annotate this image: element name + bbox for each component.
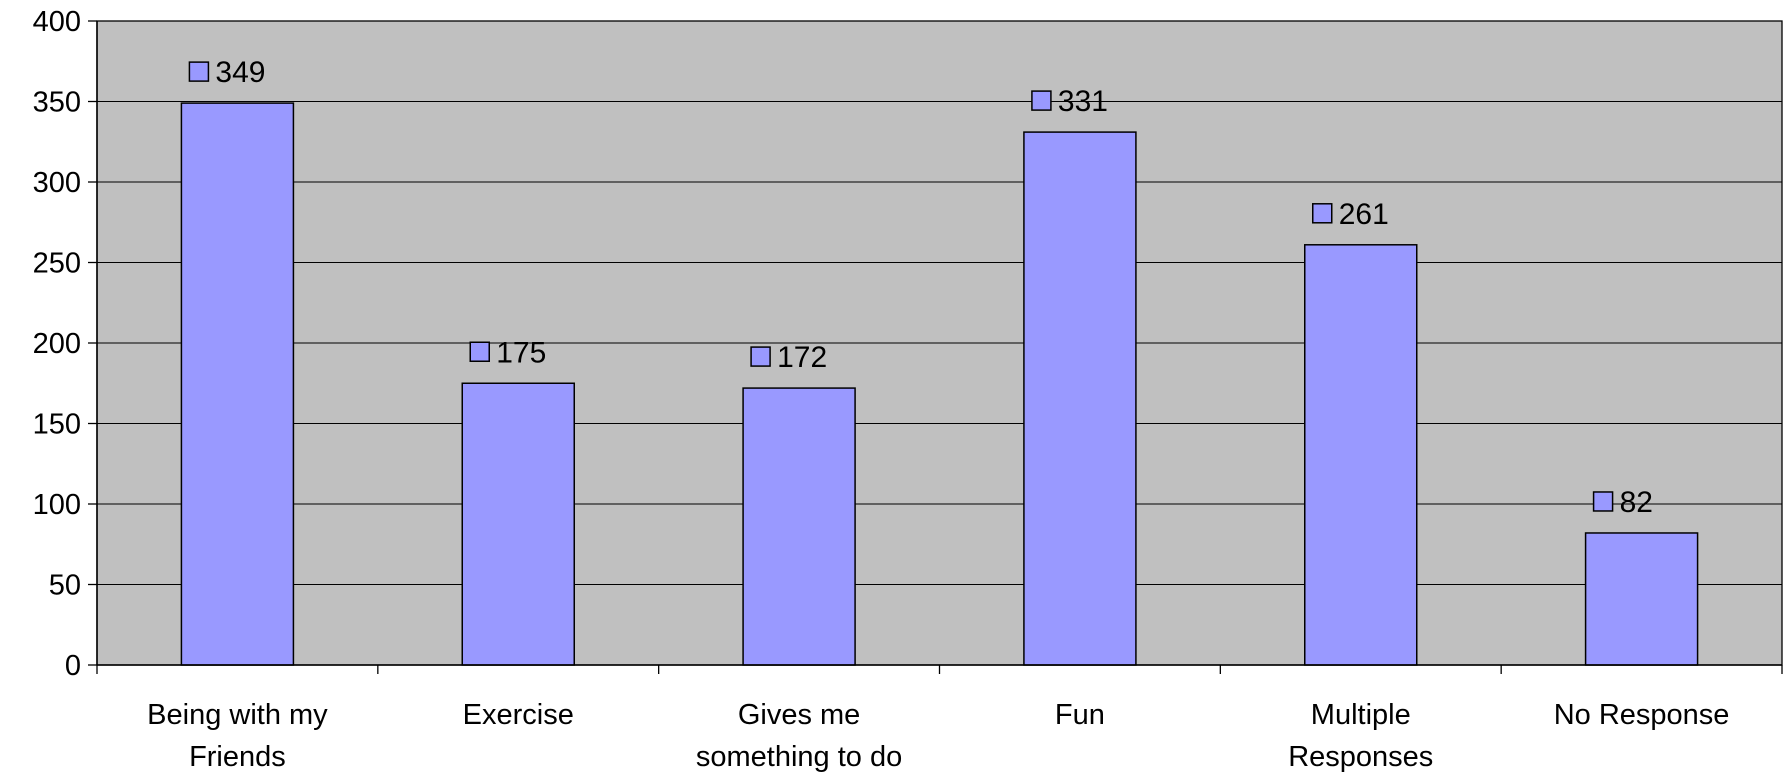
y-tick-label: 50 [49, 570, 81, 602]
data-label-marker [750, 346, 771, 367]
y-tick-label: 350 [33, 87, 81, 119]
x-category-label-line: Being with my [147, 699, 328, 731]
data-label: 172 [777, 341, 827, 374]
x-category-label: Fun [1055, 699, 1105, 731]
x-category-label-line: No Response [1554, 699, 1730, 731]
bar [1023, 131, 1137, 666]
data-label: 82 [1620, 486, 1653, 519]
x-category-label-line: Multiple [1311, 699, 1411, 731]
y-tick-label: 400 [33, 6, 81, 38]
data-label-marker [188, 61, 210, 82]
bar [742, 387, 856, 666]
x-category-label-line: Fun [1055, 699, 1105, 731]
bar [1304, 244, 1418, 666]
data-label-marker [469, 341, 490, 362]
data-label: 331 [1058, 85, 1108, 118]
x-category-label: Exercise [463, 699, 574, 731]
x-category-label-line: Gives me [738, 699, 860, 731]
x-category-label: No Response [1554, 699, 1730, 731]
bar [461, 382, 575, 666]
y-tick-label: 300 [33, 167, 81, 199]
x-category-label-line: Friends [189, 741, 286, 773]
axes-layer [88, 20, 1783, 674]
bar [180, 102, 295, 666]
bar [1584, 532, 1699, 666]
y-tick-label: 200 [33, 328, 81, 360]
data-label-marker [1592, 491, 1614, 512]
data-label-marker [1031, 90, 1052, 111]
y-tick-label: 150 [33, 409, 81, 441]
data-label: 349 [215, 56, 265, 89]
y-tick-label: 100 [33, 489, 81, 521]
bars-layer [180, 102, 1699, 666]
data-label-marker [1312, 203, 1333, 224]
x-category-label: Multiple Responses [1288, 699, 1433, 773]
x-category-label-line: Responses [1288, 741, 1433, 773]
x-category-label: Being with my Friends [147, 699, 328, 773]
data-label: 261 [1339, 198, 1389, 231]
x-category-label-line: Exercise [463, 699, 574, 731]
labels-layer: 0 50 100 150 200 250 300 350 400 349 Being with my… [33, 6, 1730, 773]
y-tick-label: 0 [65, 650, 81, 682]
data-label: 175 [496, 336, 546, 369]
gridlines-layer [97, 101, 1782, 585]
y-tick-label: 250 [33, 248, 81, 280]
x-category-label: Gives me something to do [696, 699, 902, 773]
x-category-label-line: something to do [696, 741, 902, 773]
